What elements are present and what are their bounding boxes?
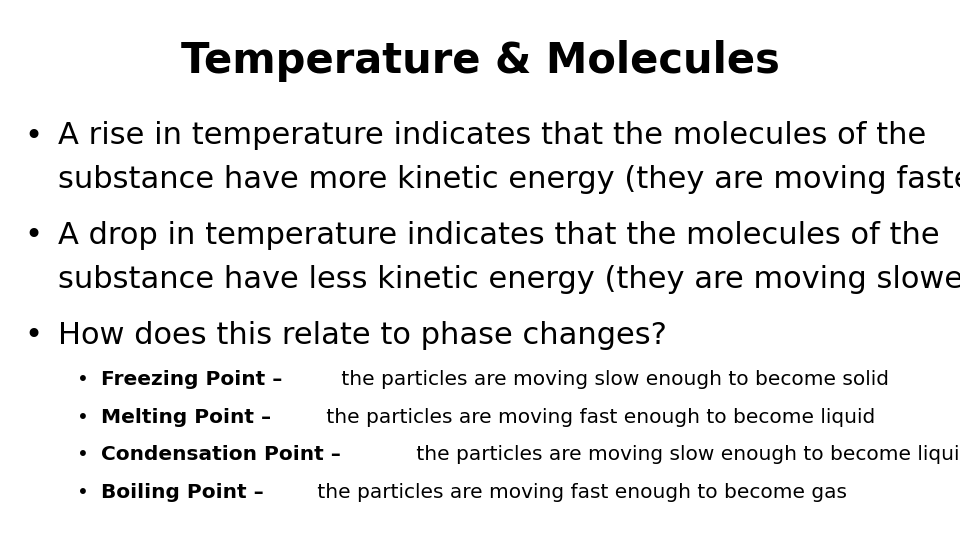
Text: How does this relate to phase changes?: How does this relate to phase changes?	[58, 321, 666, 350]
Text: •: •	[24, 321, 42, 350]
Text: •: •	[77, 446, 88, 464]
Text: •: •	[77, 408, 88, 427]
Text: Condensation Point –: Condensation Point –	[101, 446, 341, 464]
Text: Temperature & Molecules: Temperature & Molecules	[180, 40, 780, 83]
Text: •: •	[77, 483, 88, 502]
Text: the particles are moving fast enough to become liquid: the particles are moving fast enough to …	[321, 408, 876, 427]
Text: •: •	[24, 122, 42, 151]
Text: substance have less kinetic energy (they are moving slower).: substance have less kinetic energy (they…	[58, 265, 960, 294]
Text: Melting Point –: Melting Point –	[101, 408, 271, 427]
Text: the particles are moving fast enough to become gas: the particles are moving fast enough to …	[311, 483, 847, 502]
Text: Boiling Point –: Boiling Point –	[101, 483, 264, 502]
Text: •: •	[24, 221, 42, 251]
Text: the particles are moving slow enough to become solid: the particles are moving slow enough to …	[335, 370, 889, 389]
Text: A drop in temperature indicates that the molecules of the: A drop in temperature indicates that the…	[58, 221, 939, 251]
Text: substance have more kinetic energy (they are moving faster).: substance have more kinetic energy (they…	[58, 165, 960, 194]
Text: the particles are moving slow enough to become liquid: the particles are moving slow enough to …	[410, 446, 960, 464]
Text: •: •	[77, 370, 88, 389]
Text: Freezing Point –: Freezing Point –	[101, 370, 282, 389]
Text: A rise in temperature indicates that the molecules of the: A rise in temperature indicates that the…	[58, 122, 925, 151]
